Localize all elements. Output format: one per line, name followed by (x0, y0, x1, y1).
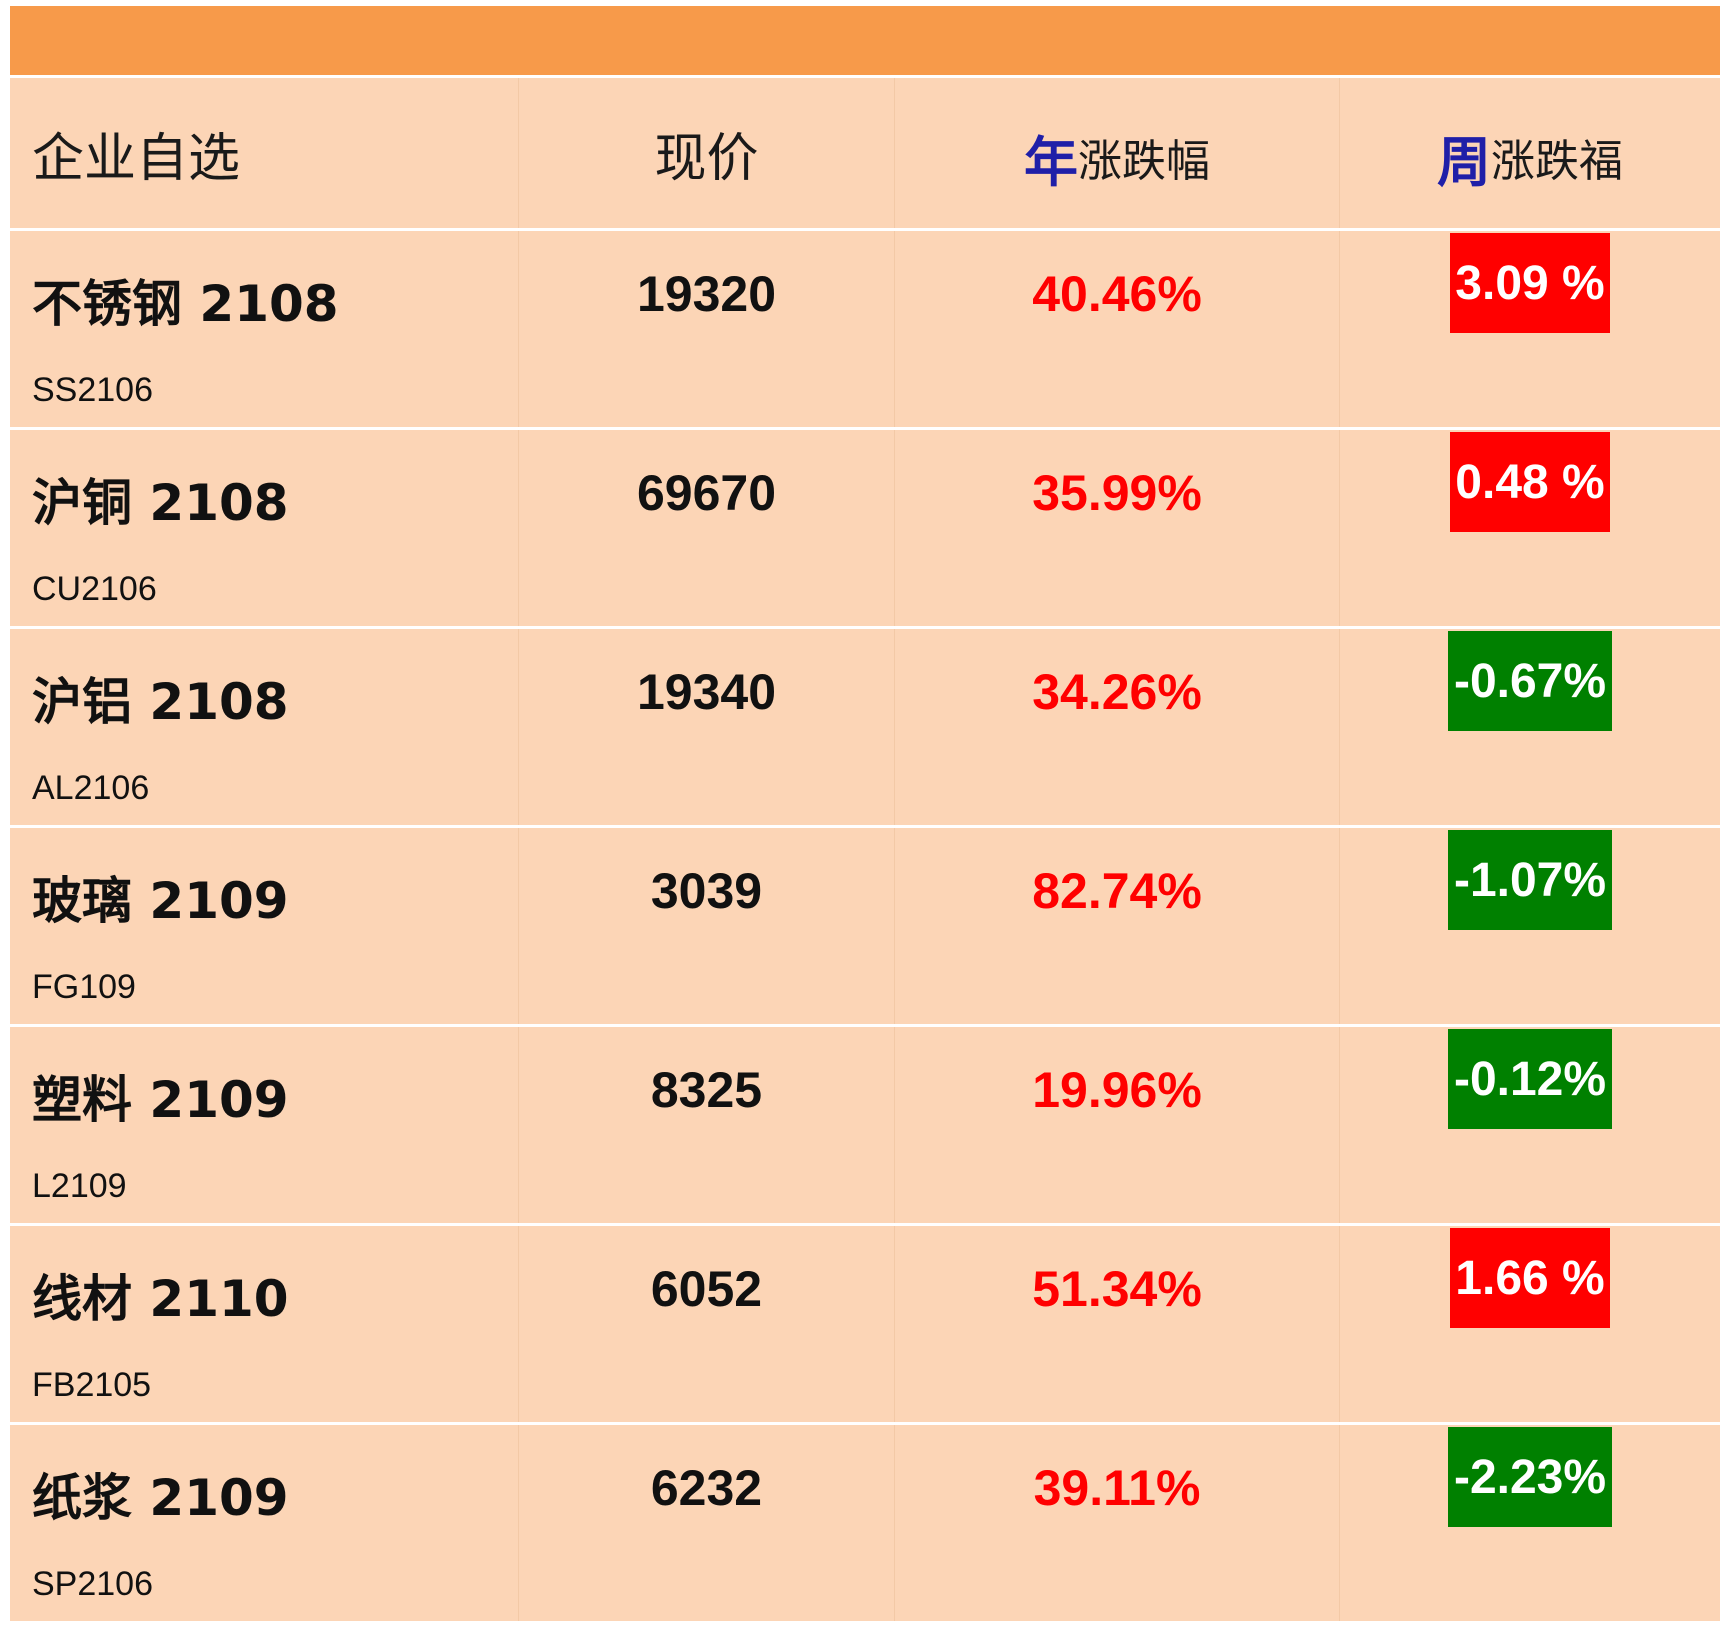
table-row: 玻璃 2109 FG109 3039 82.74% -1.07% (10, 825, 1720, 1024)
name-cell: 玻璃 2109 FG109 (10, 828, 518, 1024)
price-cell: 19340 (518, 629, 894, 825)
header-week-highlight: 周 (1437, 130, 1491, 194)
name-cell: 塑料 2109 L2109 (10, 1027, 518, 1223)
contract-code: FG109 (32, 968, 136, 1006)
week-change-cell: 1.66 % (1339, 1226, 1720, 1422)
year-change-value: 51.34% (1032, 1261, 1202, 1317)
contract-code: L2109 (32, 1167, 127, 1205)
contract-name: 纸浆 2109 (32, 1469, 289, 1527)
contract-code: SS2106 (32, 371, 153, 409)
contract-name: 沪铝 2108 (32, 673, 289, 731)
current-price: 69670 (636, 465, 777, 521)
week-change-badge: -0.12% (1448, 1029, 1612, 1129)
year-change-cell: 82.74% (894, 828, 1339, 1024)
year-change-cell: 51.34% (894, 1226, 1339, 1422)
week-change-badge: -2.23% (1448, 1427, 1612, 1527)
table-row: 塑料 2109 L2109 8325 19.96% -0.12% (10, 1024, 1720, 1223)
futures-watchlist-table: 企业自选 现价 年涨跌幅 周涨跌福 不锈钢 2108 SS2106 19320 40.… (10, 6, 1720, 1621)
table-row: 沪铝 2108 AL2106 19340 34.26% -0.67% (10, 626, 1720, 825)
price-cell: 6052 (518, 1226, 894, 1422)
name-cell: 沪铜 2108 CU2106 (10, 430, 518, 626)
contract-name: 塑料 2109 (32, 1071, 289, 1129)
contract-code: SP2106 (32, 1565, 153, 1603)
contract-name: 不锈钢 2108 (32, 275, 339, 333)
year-change-value: 82.74% (1032, 863, 1202, 919)
week-change-badge: 1.66 % (1450, 1228, 1610, 1328)
header-week-change: 周涨跌福 (1339, 78, 1720, 228)
header-week-label: 涨跌福 (1491, 136, 1623, 187)
name-cell: 沪铝 2108 AL2106 (10, 629, 518, 825)
current-price: 6052 (650, 1261, 763, 1317)
contract-name: 沪铜 2108 (32, 474, 289, 532)
week-change-cell: -0.67% (1339, 629, 1720, 825)
header-price: 现价 (518, 78, 894, 228)
current-price: 6232 (650, 1460, 763, 1516)
price-cell: 3039 (518, 828, 894, 1024)
year-change-value: 40.46% (1032, 266, 1202, 322)
contract-code: CU2106 (32, 570, 157, 608)
header-year-highlight: 年 (1024, 130, 1078, 194)
name-cell: 线材 2110 FB2105 (10, 1226, 518, 1422)
week-change-badge: 0.48 % (1450, 432, 1610, 532)
table-row: 不锈钢 2108 SS2106 19320 40.46% 3.09 % (10, 228, 1720, 427)
contract-name: 线材 2110 (32, 1270, 289, 1328)
name-cell: 纸浆 2109 SP2106 (10, 1425, 518, 1621)
week-change-cell: -2.23% (1339, 1425, 1720, 1621)
week-change-badge: 3.09 % (1450, 233, 1610, 333)
year-change-cell: 19.96% (894, 1027, 1339, 1223)
name-cell: 不锈钢 2108 SS2106 (10, 231, 518, 427)
contract-name: 玻璃 2109 (32, 872, 289, 930)
header-name: 企业自选 (32, 128, 241, 189)
year-change-cell: 40.46% (894, 231, 1339, 427)
week-change-cell: 0.48 % (1339, 430, 1720, 626)
contract-code: AL2106 (32, 769, 150, 807)
table-row: 沪铜 2108 CU2106 69670 35.99% 0.48 % (10, 427, 1720, 626)
current-price: 19320 (636, 266, 777, 322)
week-change-cell: -0.12% (1339, 1027, 1720, 1223)
price-cell: 69670 (518, 430, 894, 626)
year-change-cell: 39.11% (894, 1425, 1339, 1621)
current-price: 3039 (650, 863, 763, 919)
week-change-cell: 3.09 % (1339, 231, 1720, 427)
current-price: 19340 (636, 664, 777, 720)
contract-code: FB2105 (32, 1366, 152, 1404)
table-row: 线材 2110 FB2105 6052 51.34% 1.66 % (10, 1223, 1720, 1422)
year-change-value: 39.11% (1033, 1460, 1201, 1516)
current-price: 8325 (650, 1062, 763, 1118)
table-header-row: 企业自选 现价 年涨跌幅 周涨跌福 (10, 75, 1720, 228)
header-year-change: 年涨跌幅 (894, 78, 1339, 228)
header-year-label: 涨跌幅 (1078, 136, 1210, 187)
year-change-cell: 34.26% (894, 629, 1339, 825)
week-change-cell: -1.07% (1339, 828, 1720, 1024)
year-change-value: 19.96% (1032, 1062, 1202, 1118)
price-cell: 8325 (518, 1027, 894, 1223)
week-change-badge: -0.67% (1448, 631, 1612, 731)
table-row: 纸浆 2109 SP2106 6232 39.11% -2.23% (10, 1422, 1720, 1621)
year-change-value: 34.26% (1032, 664, 1202, 720)
price-cell: 19320 (518, 231, 894, 427)
price-cell: 6232 (518, 1425, 894, 1621)
year-change-cell: 35.99% (894, 430, 1339, 626)
table-top-bar (10, 6, 1720, 75)
year-change-value: 35.99% (1032, 465, 1202, 521)
week-change-badge: -1.07% (1448, 830, 1612, 930)
